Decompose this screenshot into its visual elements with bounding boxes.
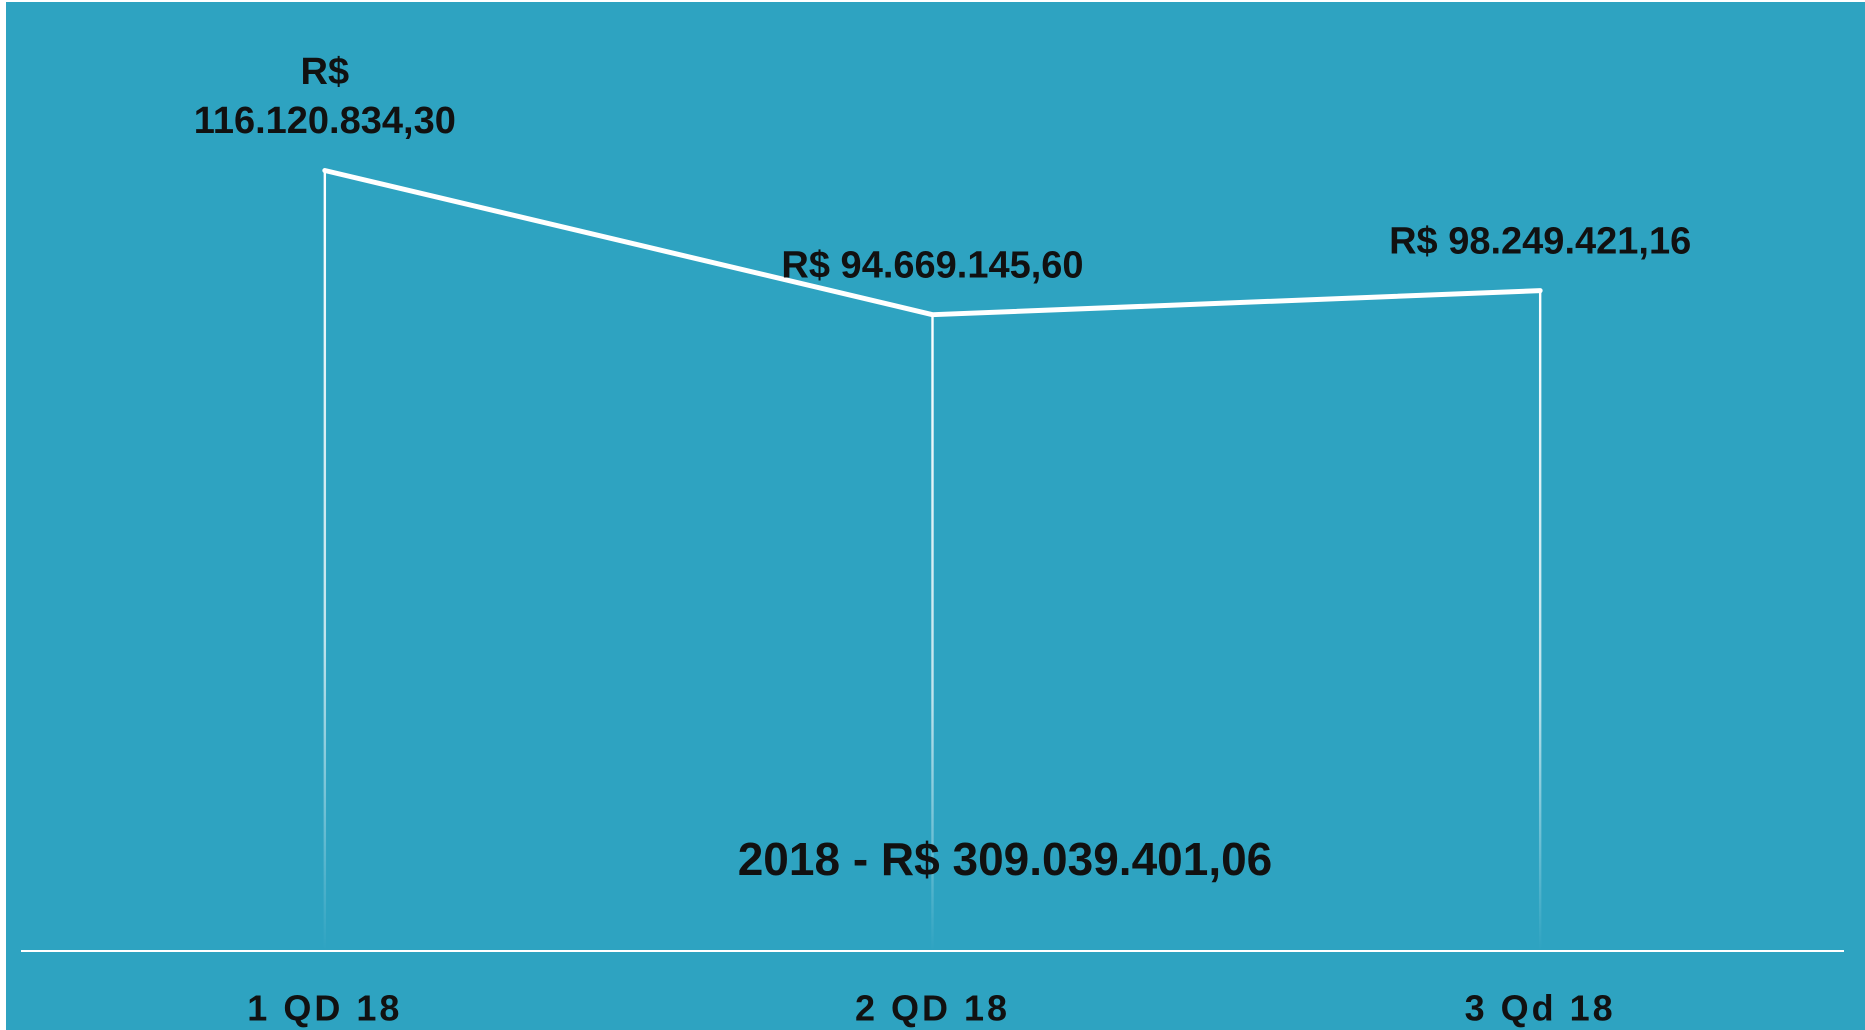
drop-line	[323, 170, 327, 952]
x-tick-label: 2 QD 18	[854, 987, 1011, 1029]
data-label: R$ 98.249.421,16	[1389, 220, 1692, 263]
data-label: R$ 116.120.834,30	[193, 50, 456, 143]
x-tick-label: 3 Qd 18	[1464, 987, 1616, 1029]
x-tick-label: 1 QD 18	[247, 987, 403, 1029]
drop-line	[1538, 290, 1542, 951]
annotation: 2018 - R$ 309.039.401,06	[737, 833, 1273, 886]
series-line	[322, 168, 1543, 318]
drop-line	[931, 314, 934, 951]
data-label: R$ 94.669.145,60	[781, 244, 1084, 287]
plot-background	[6, 2, 1865, 1030]
